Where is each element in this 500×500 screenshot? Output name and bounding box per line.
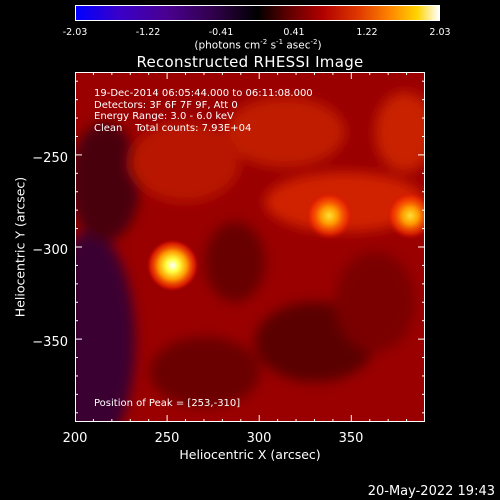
x-axis-label: Heliocentric X (arcsec) bbox=[179, 447, 321, 462]
heatmap-peak bbox=[386, 191, 425, 240]
heatmap-peak bbox=[305, 191, 354, 240]
detectors-text: Detectors: 3F 6F 7F 9F, Att 0 bbox=[94, 99, 238, 111]
colorbar-tick-label: -2.03 bbox=[62, 27, 88, 38]
chart-title: Reconstructed RHESSI Image bbox=[136, 53, 364, 71]
heatmap-texture bbox=[75, 92, 425, 422]
heatmap-peak bbox=[146, 239, 199, 292]
plot-area bbox=[75, 72, 425, 422]
colorbar-gradient bbox=[75, 5, 440, 21]
y-tick-value: 250 bbox=[43, 151, 68, 166]
y-tick-label: −300 bbox=[32, 243, 68, 258]
x-tick-label: 250 bbox=[154, 431, 180, 446]
x-tick-label: 300 bbox=[246, 431, 272, 446]
colorbar-tick-label: -1.22 bbox=[135, 27, 161, 38]
y-tick-value: 300 bbox=[43, 243, 68, 258]
colorbar-tick-label: 1.22 bbox=[356, 27, 378, 38]
energy-range-text: Energy Range: 3.0 - 6.0 keV bbox=[94, 111, 234, 122]
colorbar-tick-label: 0.41 bbox=[283, 27, 305, 38]
x-tick-label: 200 bbox=[62, 431, 88, 446]
x-tick-label: 350 bbox=[338, 431, 364, 446]
y-tick-label: −250 bbox=[32, 151, 68, 166]
colorbar-units: (photons cm-2 s-1 asec-2) bbox=[194, 38, 322, 52]
peak-position-text: Position of Peak = [253,-310] bbox=[94, 398, 241, 409]
colorbar-tick-label: -0.41 bbox=[208, 27, 234, 38]
total-counts-text: Total counts: 7.93E+04 bbox=[135, 122, 252, 134]
method-counts-text: Clean Total counts: 7.93E+04 bbox=[94, 123, 313, 135]
method-text: Clean bbox=[94, 122, 123, 134]
y-tick-label: −350 bbox=[32, 335, 68, 350]
timestamp: 20-May-2022 19:43 bbox=[367, 484, 495, 499]
time-range-text: 19-Dec-2014 06:05:44.000 to 06:11:08.000 bbox=[94, 88, 313, 99]
plot-info-block: 19-Dec-2014 06:05:44.000 to 06:11:08.000… bbox=[94, 88, 313, 134]
y-tick-value: 350 bbox=[43, 335, 68, 350]
colorbar-tick-label: 2.03 bbox=[429, 27, 451, 38]
y-axis-label: Heliocentric Y (arcsec) bbox=[12, 176, 28, 318]
